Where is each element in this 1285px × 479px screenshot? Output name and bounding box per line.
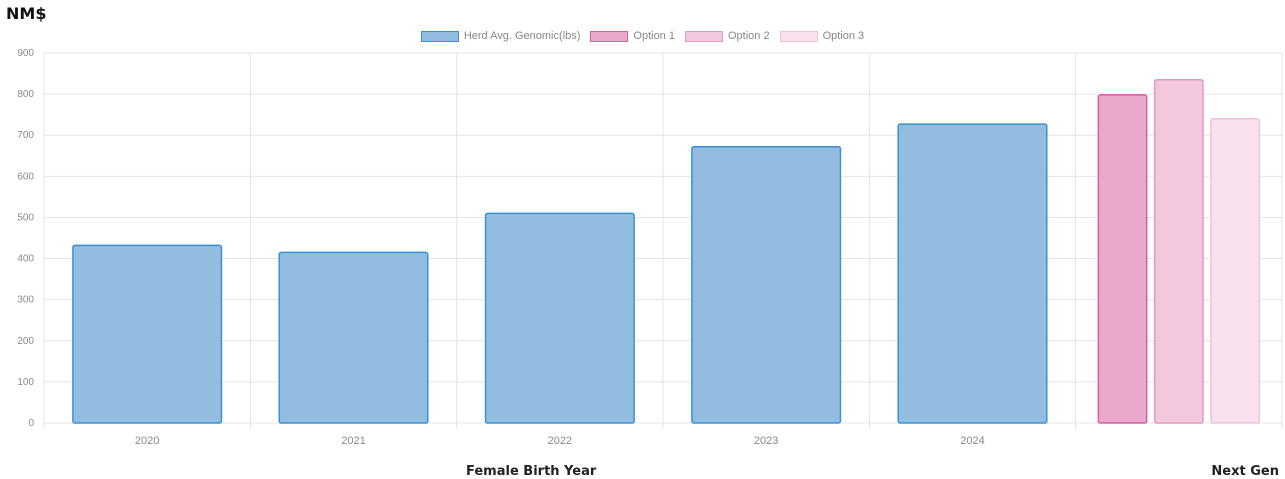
legend-swatch: [590, 30, 629, 42]
x-tick-label: 2022: [548, 435, 572, 447]
bar[interactable]: [484, 212, 635, 424]
bar[interactable]: [278, 251, 429, 424]
y-tick-label: 200: [17, 336, 34, 347]
y-tick-label: 900: [17, 48, 34, 59]
legend-swatch: [779, 30, 818, 42]
legend-label: Option 1: [633, 30, 675, 42]
x-axis-label-next-gen: Next Gen: [1211, 464, 1279, 479]
bar[interactable]: [897, 123, 1048, 424]
gridlines: [43, 52, 1283, 429]
bars: [72, 78, 1261, 424]
legend-item[interactable]: Option 3: [779, 30, 865, 42]
legend: Herd Avg. Genomic(lbs) Option 1 Option 2 Op…: [0, 30, 1285, 42]
chart-title: NM$: [6, 4, 47, 23]
bar[interactable]: [72, 244, 223, 424]
y-tick-label: 100: [17, 377, 34, 388]
x-tick-label: 2023: [754, 435, 778, 447]
legend-label: Option 2: [727, 30, 770, 42]
y-tick-label: 800: [17, 89, 34, 100]
legend-label: Herd Avg. Genomic(lbs): [463, 30, 581, 42]
y-axis-ticks: 0 100 200 300 400 500 600 700 800 900: [17, 48, 34, 429]
bar[interactable]: [1153, 78, 1204, 424]
legend-swatch: [420, 30, 459, 42]
y-tick-label: 600: [17, 171, 34, 182]
legend-item[interactable]: Option 1: [590, 30, 675, 42]
x-tick-label: 2020: [135, 435, 159, 447]
x-tick-label: 2024: [960, 435, 984, 447]
y-tick-label: 0: [28, 418, 34, 429]
legend-label: Option 3: [822, 30, 865, 42]
legend-item[interactable]: Herd Avg. Genomic(lbs): [420, 30, 581, 42]
y-tick-label: 300: [17, 295, 34, 306]
bar[interactable]: [691, 145, 842, 424]
legend-swatch: [684, 30, 723, 42]
y-tick-label: 700: [17, 130, 34, 141]
bar[interactable]: [1097, 94, 1148, 424]
y-tick-label: 500: [17, 212, 34, 223]
y-tick-label: 400: [17, 254, 34, 265]
legend-item[interactable]: Option 2: [684, 30, 770, 42]
x-axis-ticks: 2020 2021 2022 2023 2024: [135, 435, 985, 447]
bar[interactable]: [1210, 118, 1261, 424]
x-axis-label: Female Birth Year: [466, 464, 597, 479]
x-tick-label: 2021: [341, 435, 365, 447]
